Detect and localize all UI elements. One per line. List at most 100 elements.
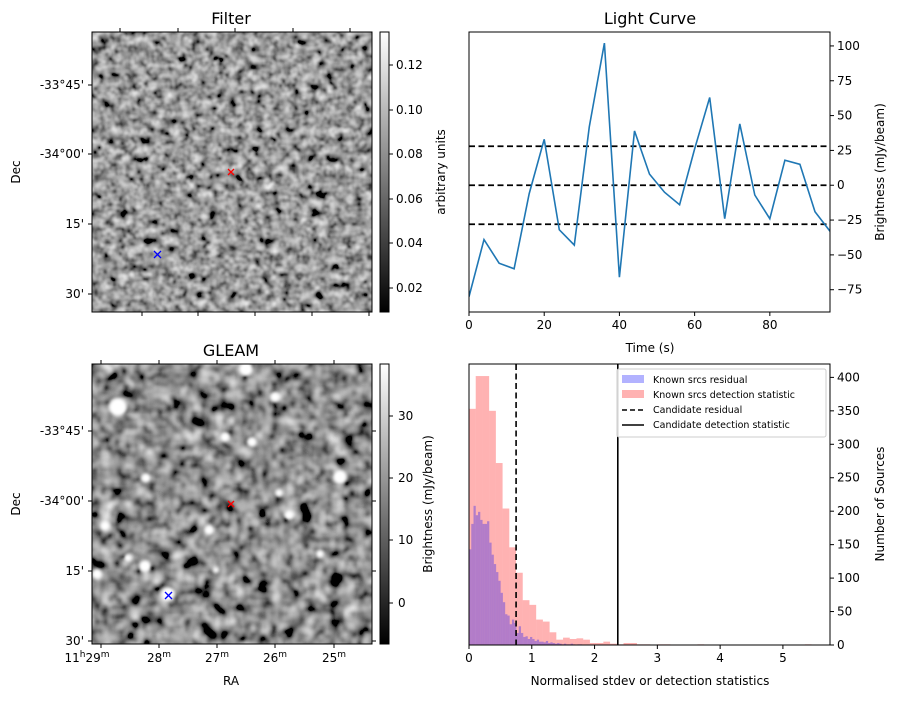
- gleam-xtick-labels: 11h29m 28m 27m 26m 25m: [64, 650, 346, 665]
- gleam-xtick-label: 11h29m: [64, 650, 109, 665]
- residual-hist-bar: [523, 637, 525, 645]
- lc-xtick-label: 60: [687, 318, 702, 332]
- residual-hist-bar: [480, 520, 482, 645]
- gleam-cbar-tick: 30: [398, 409, 413, 423]
- gleam-image: [92, 364, 372, 644]
- hist-ytick-label: 400: [837, 370, 860, 384]
- residual-hist-bar: [528, 639, 530, 645]
- light-curve-ylabel: Brightness (mJy/beam): [873, 103, 887, 241]
- filter-image: [92, 32, 372, 312]
- lc-xtick-label: 0: [465, 318, 473, 332]
- hist-ytick-label: 0: [837, 638, 845, 652]
- lc-xtick-label: 80: [762, 318, 777, 332]
- light-curve-title: Light Curve: [604, 9, 696, 28]
- residual-hist-bar: [526, 636, 528, 645]
- gleam-ylabel: Dec: [9, 492, 23, 515]
- legend-swatch-detection: [622, 390, 644, 398]
- detection-hist-bar: [603, 642, 610, 645]
- histogram-legend: Known srcs residual Known srcs detection…: [617, 369, 826, 437]
- lc-xtick-label: 20: [537, 318, 552, 332]
- lc-ytick-label: −25: [837, 213, 862, 227]
- ra-minutes: 28: [147, 651, 162, 665]
- residual-hist-bar: [535, 641, 537, 645]
- residual-hist-bar: [521, 633, 523, 645]
- ra-hours: 11: [64, 651, 79, 665]
- residual-hist-bar: [496, 572, 498, 645]
- legend-label-detection: Known srcs detection statistic: [653, 390, 795, 401]
- residual-hist-bar: [498, 581, 500, 645]
- residual-hist-bar: [489, 543, 491, 645]
- filter-cbar-tick: 0.08: [396, 147, 423, 161]
- residual-hist-bar: [530, 637, 532, 645]
- gleam-ytick-label: 15': [65, 564, 84, 578]
- residual-hist-bar: [494, 564, 496, 645]
- gleam-xtick-label: 25m: [322, 650, 346, 665]
- hist-ytick-label: 250: [837, 471, 860, 485]
- lc-ytick-label: −50: [837, 248, 862, 262]
- residual-hist-bar: [503, 602, 505, 645]
- hist-xtick-label: 5: [779, 651, 787, 665]
- hist-xtick-label: 2: [591, 651, 599, 665]
- filter-ytick-label: -34°00': [40, 147, 84, 161]
- legend-label-residual: Known srcs residual: [653, 375, 747, 386]
- gleam-ytick-label: 30': [65, 634, 84, 648]
- gleam-ytick-label: -33°45': [40, 424, 84, 438]
- residual-hist-bar: [510, 624, 512, 645]
- lc-ytick-label: 75: [837, 74, 852, 88]
- filter-ytick-label: 30': [65, 287, 84, 301]
- gleam-cbar-tick: 10: [398, 533, 413, 547]
- residual-hist-bar: [487, 521, 489, 645]
- filter-cbar-tick: 0.04: [396, 236, 423, 250]
- lc-ytick-label: 0: [837, 178, 845, 192]
- hist-xtick-label: 1: [528, 651, 536, 665]
- hist-ytick-label: 50: [837, 605, 852, 619]
- gleam-colorbar-label: Brightness (mJy/beam): [421, 435, 435, 573]
- residual-hist-bar: [485, 524, 487, 645]
- residual-hist-bar: [478, 512, 480, 645]
- legend-swatch-residual: [622, 375, 644, 383]
- lc-ytick-label: 50: [837, 109, 852, 123]
- residual-hist-bar: [471, 524, 473, 645]
- lc-ytick-label: 25: [837, 143, 852, 157]
- filter-colorbar-label: arbitrary units: [434, 129, 448, 215]
- ra-minutes: 29: [85, 651, 100, 665]
- hist-xtick-label: 3: [654, 651, 662, 665]
- hist-ytick-label: 100: [837, 571, 860, 585]
- filter-panel: Filter -33°45' -34°00' 15' 30' Dec 0.02 …: [9, 9, 448, 316]
- filter-cbar-tick: 0.02: [396, 281, 423, 295]
- residual-hist-bar: [532, 639, 534, 645]
- filter-cbar-tick: 0.12: [396, 58, 423, 72]
- hist-ytick-label: 200: [837, 504, 860, 518]
- light-curve-line: [469, 43, 830, 297]
- gleam-colorbar: [380, 364, 389, 644]
- lc-ytick-label: 100: [837, 39, 860, 53]
- ra-minutes: 27: [205, 651, 220, 665]
- filter-cbar-tick: 0.10: [396, 103, 423, 117]
- hist-xtick-label: 0: [465, 651, 473, 665]
- filter-title: Filter: [211, 9, 251, 28]
- hist-ytick-label: 300: [837, 437, 860, 451]
- light-curve-xlabel: Time (s): [625, 341, 675, 355]
- legend-label-candidate-detection: Candidate detection statistic: [653, 420, 790, 431]
- hist-xtick-label: 4: [716, 651, 724, 665]
- residual-hist-bar: [546, 641, 548, 645]
- lc-xtick-label: 40: [612, 318, 627, 332]
- filter-ytick-label: 15': [65, 217, 84, 231]
- gleam-cbar-tick: 20: [398, 471, 413, 485]
- residual-hist-bar: [541, 642, 543, 645]
- ra-minutes: 26: [263, 651, 278, 665]
- gleam-xtick-label: 27m: [205, 650, 229, 665]
- filter-ytick-label: -33°45': [40, 78, 84, 92]
- detection-hist-bar: [576, 638, 583, 645]
- residual-hist-bar: [519, 626, 521, 645]
- residual-hist-bar: [537, 640, 539, 645]
- gleam-ytick-label: -34°00': [40, 494, 84, 508]
- gleam-xtick-label: 28m: [147, 650, 171, 665]
- residual-hist-bar: [474, 506, 476, 645]
- filter-colorbar-ticks: 0.02 0.04 0.06 0.08 0.10 0.12: [389, 58, 423, 295]
- residual-hist-bar: [492, 555, 494, 645]
- hist-ytick-label: 350: [837, 404, 860, 418]
